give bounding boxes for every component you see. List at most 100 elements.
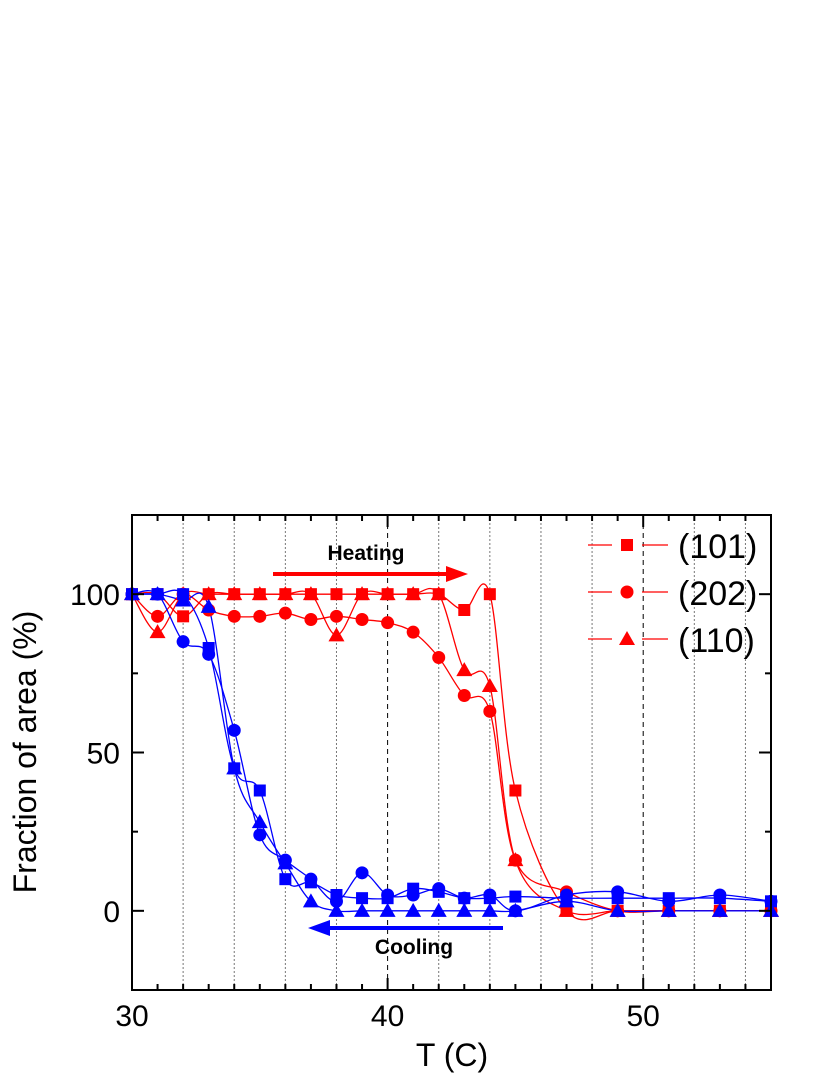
cooling-point-triangle <box>711 902 728 917</box>
heating-point-square <box>330 588 343 601</box>
x-tick-label: 30 <box>115 1000 148 1033</box>
heating-point-circle <box>355 613 369 626</box>
heating-point-triangle <box>302 586 319 601</box>
cooling-point-triangle <box>226 760 243 775</box>
y-tick-label: 0 <box>103 896 120 929</box>
cooling-point-triangle <box>302 893 319 908</box>
cooling-point-circle <box>662 894 676 908</box>
heating-point-triangle <box>149 624 166 639</box>
cooling-point-triangle <box>481 902 498 917</box>
x-tick-label: 40 <box>371 1000 404 1033</box>
heating-point-circle <box>432 651 446 664</box>
heating-point-triangle <box>226 586 243 601</box>
heating-annotation: Heating <box>273 542 468 582</box>
y-tick-label: 50 <box>87 738 120 771</box>
cooling-point-square <box>253 784 266 797</box>
heating-curve-circle <box>131 593 771 913</box>
cooling-point-circle <box>381 888 395 902</box>
y-axis-label: Fraction of area (%) <box>7 611 43 894</box>
cooling-annotation: Cooling <box>308 920 503 959</box>
heating-point-circle <box>406 625 420 639</box>
ticks: 30 40 50 0 50 100 <box>70 514 771 1033</box>
heating-point-circle <box>304 613 318 626</box>
heating-point-circle <box>278 606 292 620</box>
cooling-label: Cooling <box>375 936 453 959</box>
cooling-point-circle <box>611 885 625 899</box>
cooling-point-triangle <box>175 592 192 607</box>
heating-point-triangle <box>405 586 422 601</box>
legend-label: (101) <box>678 528 757 566</box>
cooling-point-triangle <box>558 893 575 908</box>
cooling-point-triangle <box>354 902 371 917</box>
heating-point-triangle <box>507 852 524 867</box>
heating-point-circle <box>253 609 267 623</box>
heating-point-triangle <box>481 678 498 692</box>
cooling-point-circle <box>457 891 471 905</box>
heating-curve-triangle <box>131 587 771 916</box>
cooling-point-circle <box>202 647 216 661</box>
markers <box>124 586 779 918</box>
cooling-point-circle <box>176 635 190 649</box>
cooling-point-triangle <box>405 902 422 917</box>
heating-point-circle <box>457 689 471 702</box>
cooling-point-circle <box>304 872 318 886</box>
heating-point-circle <box>227 609 241 623</box>
cooling-point-square <box>356 892 369 905</box>
heating-point-circle <box>151 609 165 623</box>
cooling-curve-square <box>132 589 772 902</box>
cooling-arrowhead <box>308 920 330 936</box>
heating-arrowhead <box>446 566 468 582</box>
heating-point-triangle <box>251 586 268 601</box>
heating-point-circle <box>381 616 395 630</box>
heating-point-square <box>509 784 522 797</box>
cooling-point-circle <box>432 882 446 896</box>
cooling-point-triangle <box>200 598 217 613</box>
cooling-point-triangle <box>379 902 396 917</box>
heating-point-triangle <box>277 586 294 601</box>
heating-point-triangle <box>456 662 473 677</box>
heating-label: Heating <box>327 542 404 565</box>
heating-point-circle <box>329 609 343 623</box>
cooling-point-triangle <box>609 902 626 917</box>
cooling-point-circle <box>406 888 420 902</box>
cooling-point-circle <box>253 828 267 842</box>
heating-curve-square <box>131 583 771 921</box>
cooling-point-triangle <box>149 586 166 601</box>
legend-marker-square <box>621 539 633 551</box>
legend-label: (202) <box>678 575 757 613</box>
cooling-point-square <box>279 873 292 886</box>
legend: (101) (202) (110) <box>588 528 757 660</box>
cooling-point-triangle <box>456 902 473 917</box>
cooling-curve-triangle <box>131 592 771 913</box>
y-tick-label: 100 <box>70 579 120 612</box>
cooling-point-triangle <box>430 902 447 917</box>
cooling-point-circle <box>483 888 497 902</box>
x-tick-label: 50 <box>627 1000 660 1033</box>
curves <box>131 583 772 921</box>
plot-frame <box>131 514 772 991</box>
heating-point-square <box>458 604 471 616</box>
cooling-point-triangle <box>277 855 294 870</box>
legend-marker-circle <box>620 585 634 599</box>
x-axis-label: T (C) <box>416 1037 488 1073</box>
cooling-point-triangle <box>660 902 677 917</box>
heating-point-triangle <box>354 586 371 601</box>
cooling-point-circle <box>713 888 727 902</box>
legend-label: (110) <box>678 622 755 660</box>
cooling-curve-circle <box>131 590 772 912</box>
cooling-point-triangle <box>328 902 345 917</box>
cooling-point-triangle <box>251 814 268 829</box>
cooling-point-square <box>509 890 522 903</box>
heating-point-circle <box>483 704 497 718</box>
heating-point-triangle <box>328 627 345 642</box>
grid <box>182 515 746 990</box>
heating-point-triangle <box>430 586 447 601</box>
heating-point-triangle <box>558 902 575 917</box>
heating-point-triangle <box>200 586 217 601</box>
cooling-point-circle <box>227 723 241 737</box>
cooling-point-circle <box>355 866 369 880</box>
cooling-point-circle <box>329 894 343 908</box>
legend-marker-triangle <box>619 631 635 645</box>
